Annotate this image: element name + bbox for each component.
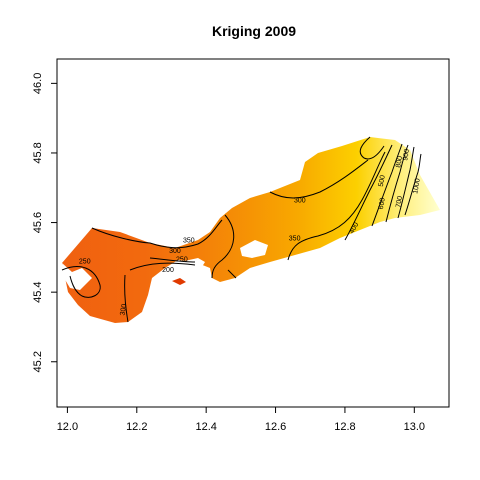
contour-label: 250 (79, 258, 91, 265)
x-tick-label: 12.0 (57, 421, 78, 433)
contour-label: 700 (395, 195, 404, 208)
contour-line (344, 144, 393, 241)
contour-line (397, 146, 415, 219)
y-tick-label: 46.0 (32, 73, 44, 94)
surface-region-west (62, 137, 440, 323)
contour-label: 600 (378, 197, 387, 210)
y-axis: 45.2 45.4 45.6 45.8 46.0 (32, 73, 57, 372)
contour-line (124, 274, 129, 323)
contour-line (61, 266, 101, 298)
contour-label: 300 (294, 197, 306, 204)
x-tick-label: 12.8 (334, 421, 355, 433)
contour-label: 350 (289, 236, 301, 243)
contour-label: 250 (176, 257, 188, 264)
contour-label: 300 (169, 248, 181, 255)
contour-label: 800 (395, 155, 404, 168)
contour-line (269, 159, 369, 199)
y-tick-label: 45.8 (32, 142, 44, 163)
plot-frame (56, 58, 450, 408)
coast-hole-west (62, 263, 92, 290)
x-tick-label: 12.4 (195, 421, 216, 433)
contour-label: 200 (162, 267, 174, 274)
contour-line (287, 151, 386, 261)
lagoon-hole-1 (240, 240, 268, 258)
contour-lines (61, 136, 422, 323)
contour-label: 900 (402, 148, 411, 161)
x-axis: 12.0 12.2 12.4 12.6 12.8 13.0 (57, 407, 425, 433)
contour-label: 1000 (412, 178, 422, 195)
x-tick-label: 13.0 (404, 421, 425, 433)
kriging-surface (62, 137, 440, 323)
contour-label: 300 (119, 303, 128, 316)
x-tick-label: 12.2 (126, 421, 147, 433)
contour-line (359, 136, 385, 160)
contour-line (227, 269, 237, 279)
contour-line (129, 262, 196, 271)
contour-label: 500 (378, 175, 387, 188)
contour-label: 400 (349, 221, 361, 235)
y-tick-label: 45.4 (32, 281, 44, 302)
y-tick-label: 45.2 (32, 351, 44, 372)
contour-line (371, 143, 403, 227)
y-tick-label: 45.6 (32, 212, 44, 233)
contour-line (149, 257, 196, 263)
contour-line (211, 214, 235, 279)
x-tick-label: 12.6 (265, 421, 286, 433)
contour-line (404, 153, 422, 216)
contour-line (91, 219, 223, 249)
contour-label: 350 (183, 237, 195, 244)
chart-title: Kriging 2009 (212, 23, 296, 39)
surface-region-islet (172, 278, 186, 285)
contour-line (385, 144, 409, 223)
